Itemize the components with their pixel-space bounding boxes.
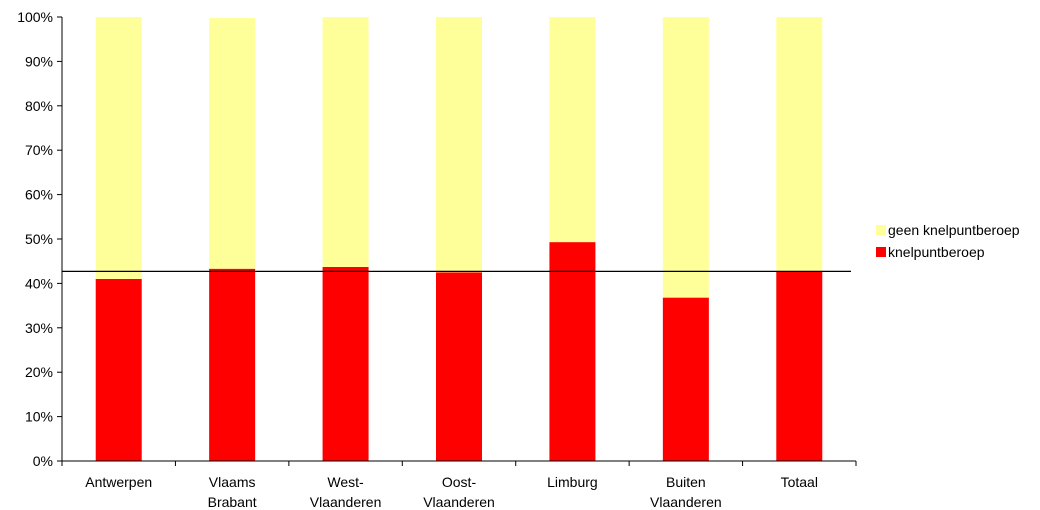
legend: geen knelpuntberoep knelpuntberoep	[876, 222, 1020, 260]
bar-knelpuntberoep-4	[549, 242, 596, 461]
x-category-label-line: Vlaanderen	[310, 494, 382, 510]
y-tick-label: 30%	[25, 320, 53, 336]
x-category-label-line: Buiten	[666, 474, 706, 490]
y-tick-label: 50%	[25, 231, 53, 247]
bar-geen-knelpuntberoep-3	[436, 17, 482, 273]
x-category-label-line: Brabant	[208, 494, 257, 510]
y-tick-label: 40%	[25, 275, 53, 291]
x-category-label-line: West-	[327, 474, 364, 490]
bar-knelpuntberoep-1	[209, 268, 256, 461]
x-axis: Antwerpen Vlaams BrabantWest-VlaanderenOos…	[61, 460, 857, 510]
y-tick-label: 80%	[25, 98, 53, 114]
x-category-label: Totaal	[781, 474, 818, 490]
x-category-label: Oost- Vlaanderen	[423, 474, 495, 510]
legend-swatch	[876, 225, 886, 235]
bar-knelpuntberoep-6	[776, 271, 823, 461]
y-tick-label: 60%	[25, 187, 53, 203]
x-category-label: West- Vlaanderen	[310, 474, 382, 510]
bar-geen-knelpuntberoep-4	[549, 17, 596, 243]
x-category-label-line: Vlaanderen	[650, 494, 722, 510]
x-category-label: Vlaams Brabant	[208, 474, 257, 510]
y-tick-label: 100%	[17, 9, 53, 25]
legend-swatch	[876, 247, 886, 257]
bar-knelpuntberoep-0	[95, 278, 142, 461]
x-category-label: Limburg	[547, 474, 598, 490]
bar-geen-knelpuntberoep-2	[322, 17, 369, 267]
bars	[95, 17, 823, 461]
y-tick-label: 10%	[25, 409, 53, 425]
y-axis: 0% 10% 20% 30% 40% 50% 60% 70% 80% 90% 100%	[17, 9, 63, 469]
x-category-label-line: Oost-	[442, 474, 477, 490]
y-tick-label: 90%	[25, 53, 53, 69]
bar-geen-knelpuntberoep-5	[662, 17, 709, 298]
x-category-label-line: Totaal	[781, 474, 818, 490]
bar-geen-knelpuntberoep-0	[95, 17, 142, 279]
y-tick-label: 20%	[25, 364, 53, 380]
x-category-label-line: Antwerpen	[85, 474, 152, 490]
x-category-label-line: Vlaanderen	[423, 494, 495, 510]
x-category-label-line: Limburg	[547, 474, 598, 490]
x-category-label: Buiten Vlaanderen	[650, 474, 722, 510]
bar-knelpuntberoep-3	[436, 272, 482, 461]
legend-label: geen knelpuntberoep	[888, 222, 1020, 238]
x-category-label: Antwerpen	[85, 474, 152, 490]
y-tick-label: 0%	[33, 453, 53, 469]
bar-geen-knelpuntberoep-6	[776, 17, 823, 272]
bar-knelpuntberoep-2	[322, 266, 369, 461]
bar-geen-knelpuntberoep-1	[209, 17, 256, 269]
x-category-label-line: Vlaams	[209, 474, 256, 490]
bar-knelpuntberoep-5	[662, 297, 709, 461]
legend-label: knelpuntberoep	[888, 244, 985, 260]
y-tick-label: 70%	[25, 142, 53, 158]
